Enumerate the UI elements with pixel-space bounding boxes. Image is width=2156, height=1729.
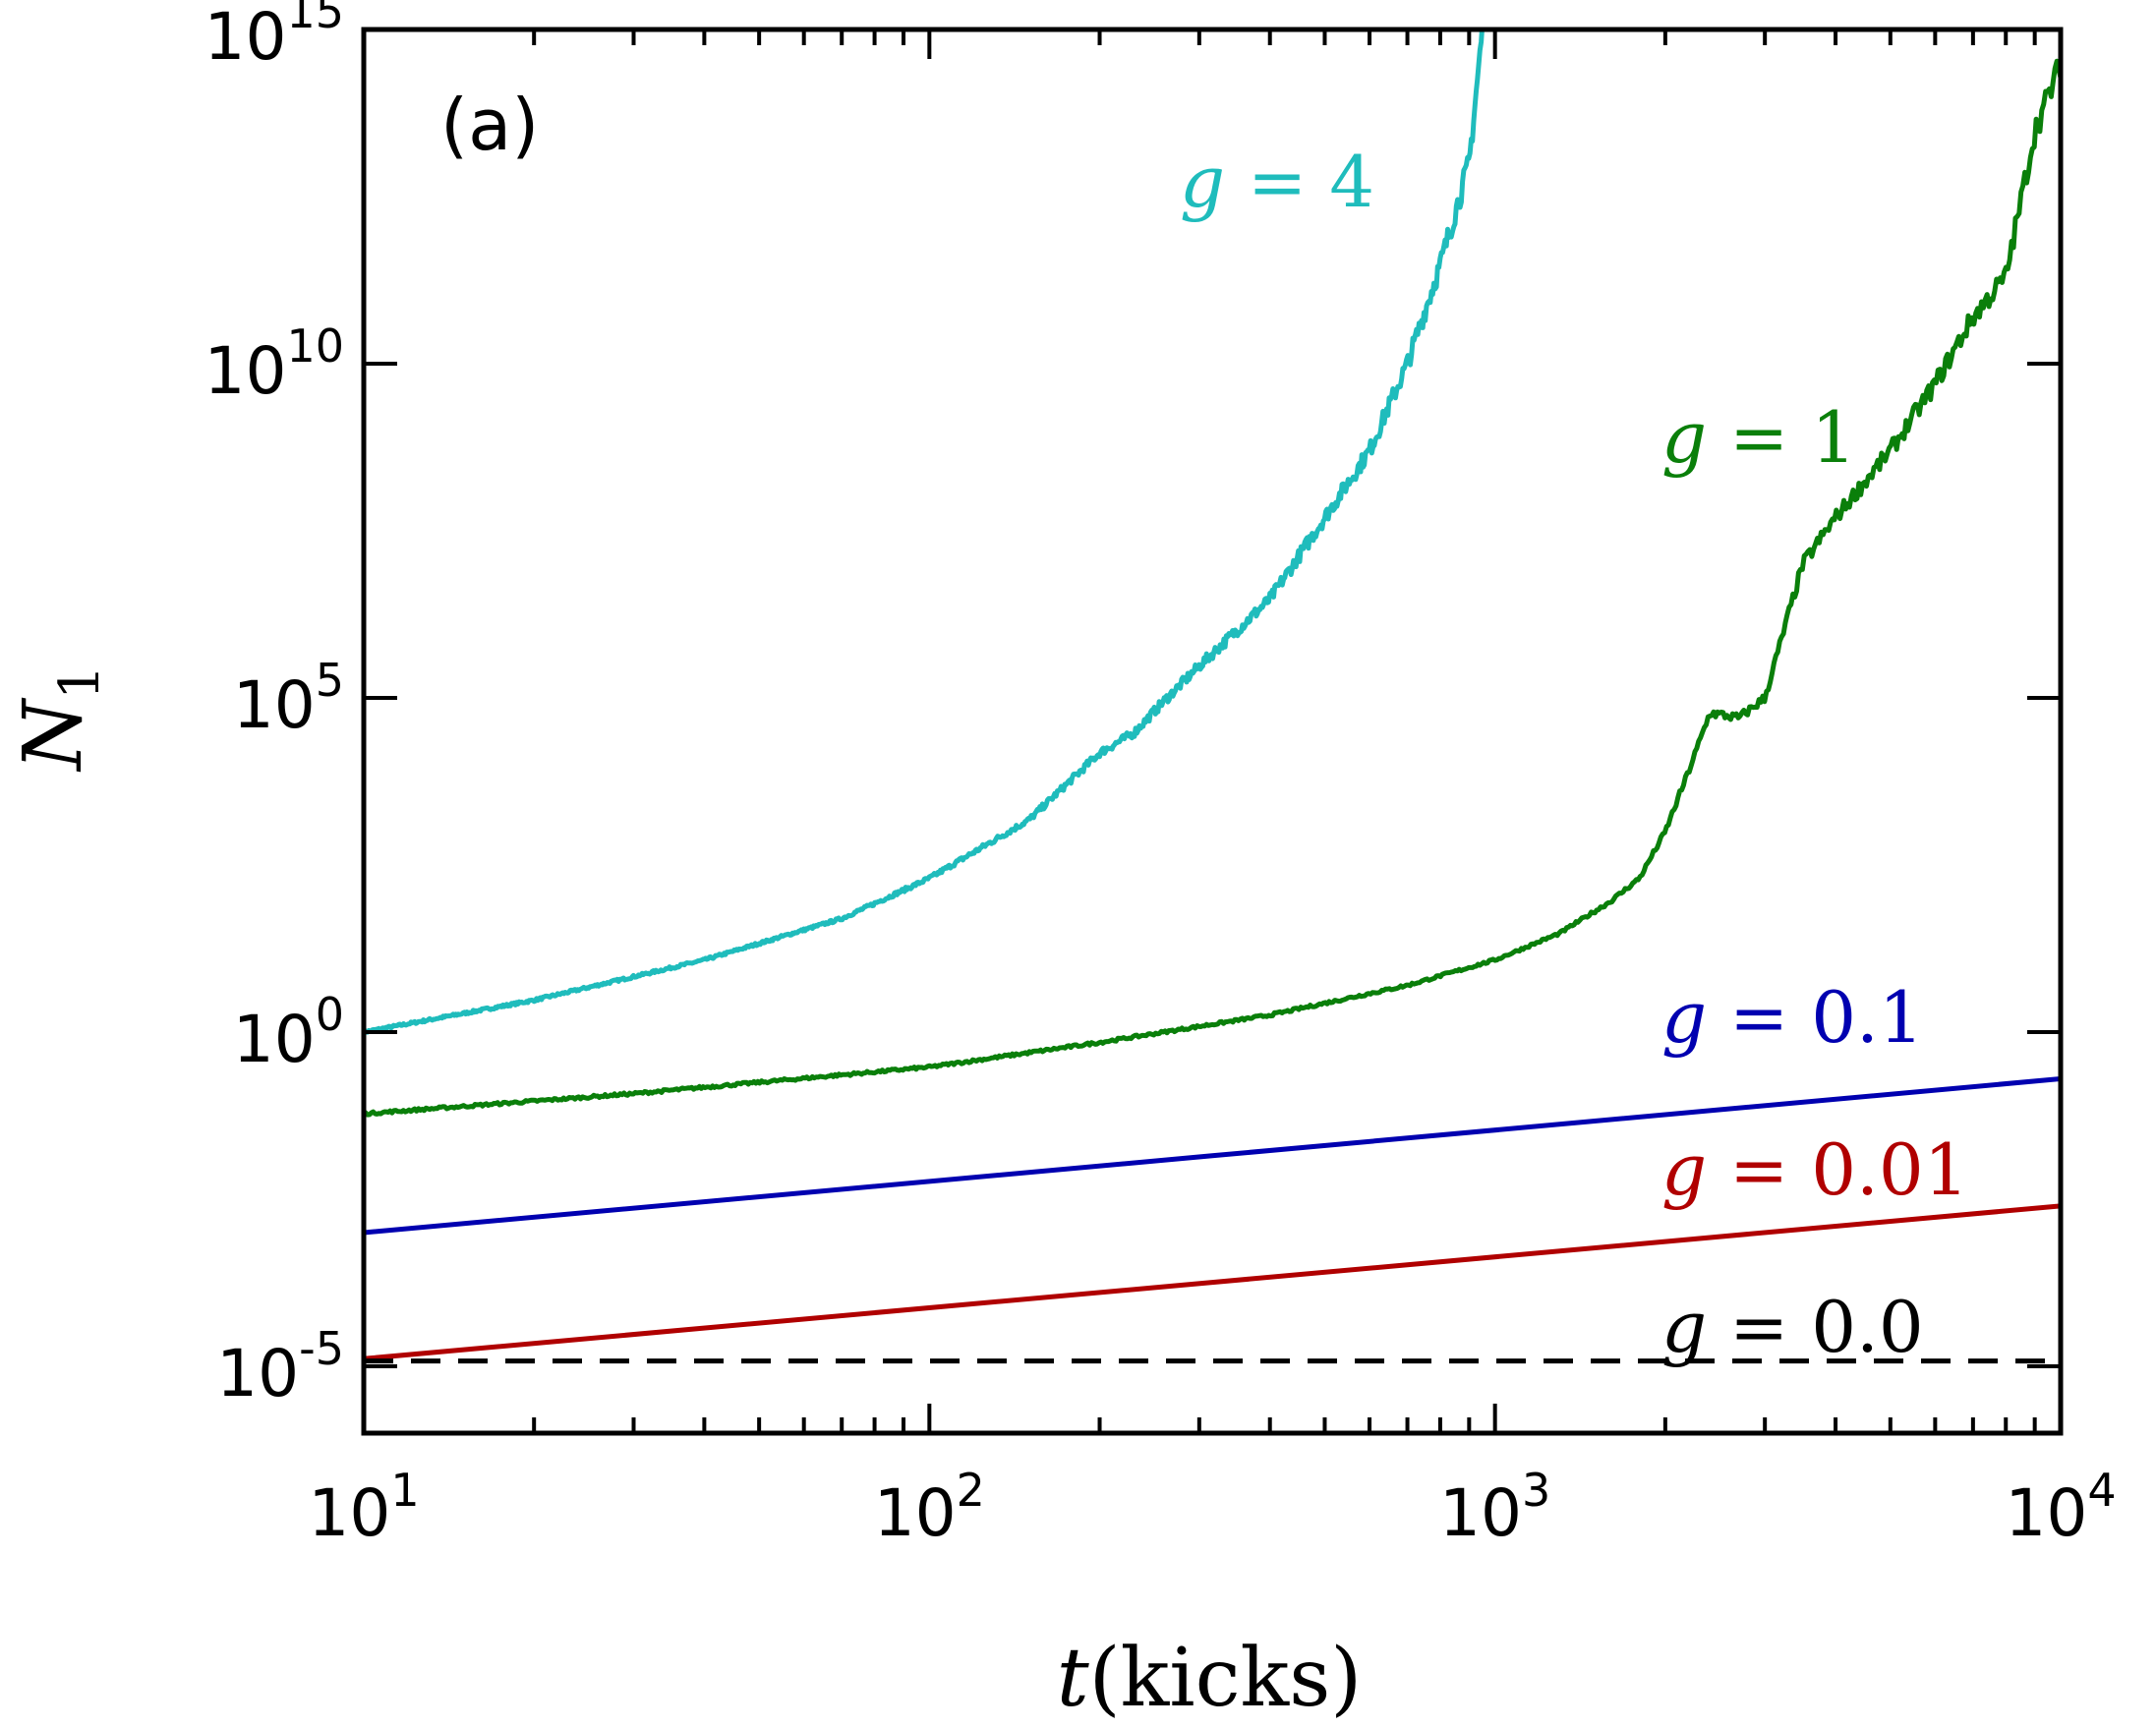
series-layer <box>364 29 2061 1364</box>
series-label-g-0-0: g = 0.0 <box>1661 1286 1924 1368</box>
x-tick-label: 102 <box>874 1464 985 1551</box>
series-line-g-0-1 <box>364 1076 2061 1236</box>
x-axis-title: t(kicks) <box>1057 1632 1363 1725</box>
y-tick-label: 100 <box>233 988 344 1077</box>
series-line-g-1 <box>364 58 2061 1118</box>
y-tick-label: 1015 <box>204 0 344 75</box>
series-line-g-4 <box>364 29 1485 1035</box>
series-labels: g = 4 g = 1 g = 0.1 g = 0.01 g = 0.0 <box>1180 141 1969 1368</box>
panel-label: (a) <box>440 84 539 166</box>
series-label-g-0-01: g = 0.01 <box>1661 1128 1969 1211</box>
ticks-layer <box>362 28 2063 1433</box>
plot-frame <box>361 27 2064 1436</box>
series-label-g-1: g = 1 <box>1661 396 1856 479</box>
y-tick-label: 10-5 <box>216 1322 344 1412</box>
x-tick-label: 104 <box>2005 1464 2116 1551</box>
y-tick-label: 1010 <box>204 319 344 409</box>
y-axis-title: N1 <box>7 664 112 772</box>
series-label-g-0-1: g = 0.1 <box>1661 976 1924 1059</box>
series-line-g-0-01 <box>364 1203 2061 1361</box>
x-tick-label: 103 <box>1439 1464 1550 1551</box>
x-tick-label: 101 <box>308 1464 419 1551</box>
tick-labels: 101 102 103 104 10-5 100 105 1010 1015 <box>204 0 2116 1551</box>
y-tick-label: 105 <box>233 654 344 743</box>
series-label-g-4: g = 4 <box>1180 141 1374 223</box>
